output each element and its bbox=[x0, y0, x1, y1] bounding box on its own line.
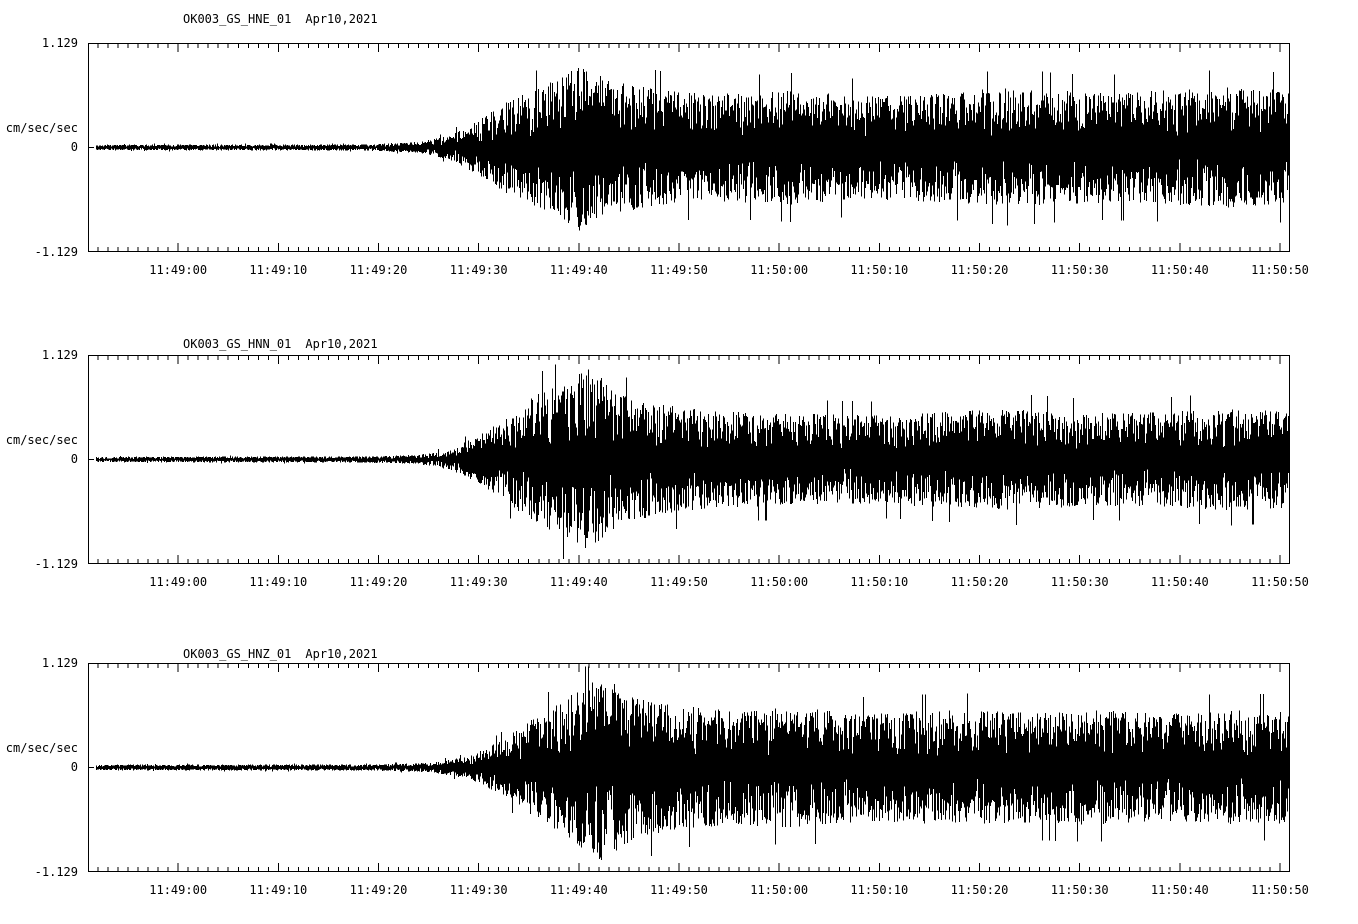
y-axis-zero-label: 0 bbox=[70, 140, 78, 154]
date-label: Apr10,2021 bbox=[305, 12, 378, 26]
x-axis-labels: 11:49:00 11:49:10 11:49:20 11:49:30 11:49:40… bbox=[88, 575, 1309, 591]
x-tick-label: 11:50:30 bbox=[1050, 263, 1109, 277]
seismogram-trace-svg bbox=[88, 663, 1290, 872]
y-axis-unit-label: cm/sec/sec bbox=[5, 121, 78, 135]
x-tick-label: 11:49:50 bbox=[650, 883, 708, 897]
x-tick-label: 11:50:50 bbox=[1251, 883, 1309, 897]
x-tick-label: 11:49:40 bbox=[549, 883, 608, 897]
panel-title: OK003_GS_HNZ_01 Apr10,2021 bbox=[183, 647, 378, 661]
y-axis-max-label: 1.129 bbox=[41, 656, 78, 670]
plot-frame bbox=[88, 663, 1290, 872]
date-label: Apr10,2021 bbox=[305, 337, 378, 351]
x-tick-label: 11:50:30 bbox=[1050, 883, 1109, 897]
x-tick-label: 11:49:50 bbox=[650, 263, 708, 277]
x-tick-label: 11:49:10 bbox=[249, 263, 308, 277]
x-tick-label: 11:50:40 bbox=[1150, 263, 1209, 277]
y-axis-max-label: 1.129 bbox=[41, 36, 78, 50]
x-tick-label: 11:49:30 bbox=[449, 263, 508, 277]
x-tick-label: 11:49:00 bbox=[149, 883, 208, 897]
y-axis-zero-label: 0 bbox=[70, 452, 78, 466]
x-tick-label: 11:49:10 bbox=[249, 575, 308, 589]
x-tick-label: 11:49:00 bbox=[149, 575, 208, 589]
x-tick-label: 11:49:40 bbox=[549, 263, 608, 277]
x-tick-label: 11:50:50 bbox=[1251, 263, 1309, 277]
y-axis-min-label: -1.129 bbox=[34, 557, 78, 571]
y-axis-max-label: 1.129 bbox=[41, 348, 78, 362]
x-tick-label: 11:50:20 bbox=[950, 575, 1009, 589]
x-tick-label: 11:50:10 bbox=[850, 575, 909, 589]
x-tick-label: 11:50:10 bbox=[850, 883, 909, 897]
x-tick-label: 11:50:10 bbox=[850, 263, 909, 277]
x-tick-label: 11:49:20 bbox=[349, 263, 408, 277]
x-tick-label: 11:49:10 bbox=[249, 883, 308, 897]
y-axis-min-label: -1.129 bbox=[34, 245, 78, 259]
x-tick-label: 11:49:40 bbox=[549, 575, 608, 589]
seismogram-trace-svg bbox=[88, 355, 1290, 564]
x-tick-label: 11:50:50 bbox=[1251, 575, 1309, 589]
x-tick-label: 11:50:00 bbox=[750, 575, 809, 589]
station-channel-label: OK003_GS_HNE_01 bbox=[183, 12, 292, 26]
x-tick-label: 11:49:20 bbox=[349, 883, 408, 897]
seismogram-trace-svg bbox=[88, 43, 1290, 252]
x-tick-label: 11:50:00 bbox=[750, 263, 809, 277]
x-axis-labels: 11:49:00 11:49:10 11:49:20 11:49:30 11:49:40… bbox=[88, 263, 1309, 279]
x-tick-label: 11:49:30 bbox=[449, 883, 508, 897]
x-tick-label: 11:49:00 bbox=[149, 263, 208, 277]
y-axis-unit-label: cm/sec/sec bbox=[5, 433, 78, 447]
date-label: Apr10,2021 bbox=[305, 647, 378, 661]
plot-frame bbox=[88, 43, 1290, 252]
y-axis-unit-label: cm/sec/sec bbox=[5, 741, 78, 755]
station-channel-label: OK003_GS_HNZ_01 bbox=[183, 647, 292, 661]
x-axis-labels: 11:49:00 11:49:10 11:49:20 11:49:30 11:49:40… bbox=[88, 883, 1309, 899]
y-axis-min-label: -1.129 bbox=[34, 865, 78, 879]
x-tick-label: 11:50:20 bbox=[950, 263, 1009, 277]
station-channel-label: OK003_GS_HNN_01 bbox=[183, 337, 292, 351]
x-tick-label: 11:49:20 bbox=[349, 575, 408, 589]
x-tick-label: 11:49:50 bbox=[650, 575, 708, 589]
y-axis-zero-label: 0 bbox=[70, 760, 78, 774]
panel-title: OK003_GS_HNE_01 Apr10,2021 bbox=[183, 12, 378, 26]
x-tick-label: 11:50:00 bbox=[750, 883, 809, 897]
x-tick-label: 11:50:40 bbox=[1150, 883, 1209, 897]
x-tick-label: 11:50:20 bbox=[950, 883, 1009, 897]
plot-frame bbox=[88, 355, 1290, 564]
x-tick-label: 11:50:40 bbox=[1150, 575, 1209, 589]
x-tick-label: 11:49:30 bbox=[449, 575, 508, 589]
panel-title: OK003_GS_HNN_01 Apr10,2021 bbox=[183, 337, 378, 351]
x-tick-label: 11:50:30 bbox=[1050, 575, 1109, 589]
